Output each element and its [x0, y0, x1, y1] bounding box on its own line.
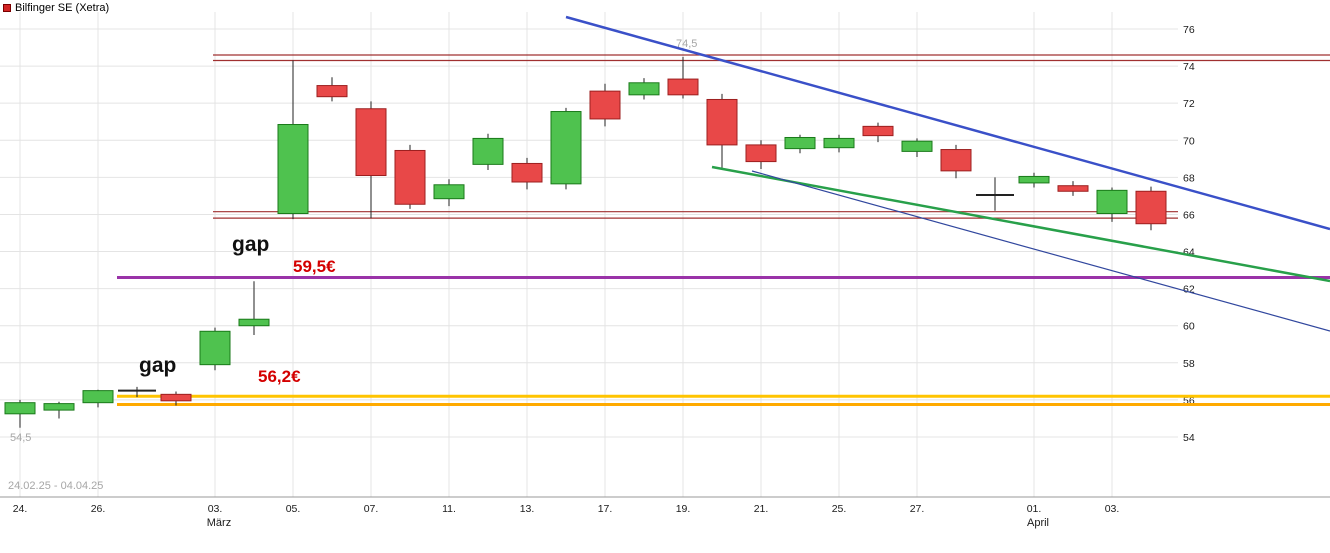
chart-title: Bilfinger SE (Xetra) — [15, 2, 110, 14]
downtrend-line-blue — [565, 15, 1330, 231]
x-axis-label: 19. — [676, 503, 691, 515]
date-range-label: 24.02.25 - 04.04.25 — [8, 480, 104, 492]
candle-17.03. — [589, 90, 621, 120]
annotation-gap-label-2: gap — [232, 233, 269, 256]
x-axis-label: 24. — [13, 503, 28, 515]
candle-21.03. — [745, 144, 777, 163]
x-axis-label: 27. — [910, 503, 925, 515]
y-axis-label: 66 — [1183, 209, 1195, 221]
y-axis-label: 56 — [1183, 395, 1195, 407]
y-axis-label: 62 — [1183, 284, 1195, 296]
x-axis-label: 13. — [520, 503, 535, 515]
y-axis-label: 74 — [1183, 61, 1195, 73]
annotation-gap-label-1: gap — [139, 354, 176, 377]
candle-28.02. — [160, 393, 192, 402]
annotation-gap-price-59-5: 59,5€ — [293, 257, 336, 276]
month-label: April — [1027, 517, 1049, 529]
x-axis-label: 03. — [1105, 503, 1120, 515]
downtrend-line-thin — [751, 170, 1330, 332]
x-axis-label: 01. — [1027, 503, 1042, 515]
y-axis-label: 68 — [1183, 172, 1195, 184]
annotation-high-label-74-5: 74,5 — [676, 38, 697, 50]
downtrend-line-green — [711, 165, 1330, 283]
candle-10.03. — [394, 149, 426, 205]
y-axis-label: 70 — [1183, 135, 1195, 147]
x-axis-label: 17. — [598, 503, 613, 515]
chart-legend: Bilfinger SE (Xetra) — [3, 2, 109, 14]
candle-01.04. — [1018, 175, 1050, 184]
series-marker-icon — [3, 4, 11, 12]
candle-13.03. — [511, 162, 543, 183]
candle-26.02. — [82, 390, 114, 404]
candle-24.03. — [784, 136, 816, 150]
x-axis-label: 05. — [286, 503, 301, 515]
y-axis-label: 58 — [1183, 358, 1195, 370]
annotation-gap-price-56-2: 56,2€ — [258, 367, 301, 386]
candle-03.04. — [1096, 189, 1128, 215]
candle-02.04. — [1057, 185, 1089, 192]
candle-27.03. — [901, 140, 933, 152]
candle-07.03. — [355, 108, 387, 177]
y-axis-label: 60 — [1183, 321, 1195, 333]
y-axis-label: 76 — [1183, 24, 1195, 36]
candle-04.04. — [1135, 190, 1167, 225]
annotation-low-label-54-5: 54,5 — [10, 432, 31, 444]
y-axis-label: 64 — [1183, 247, 1195, 259]
candle-14.03. — [550, 111, 582, 185]
candle-28.03. — [940, 149, 972, 172]
x-axis-label: 21. — [754, 503, 769, 515]
y-axis-label: 54 — [1183, 432, 1195, 444]
candle-19.03. — [667, 78, 699, 96]
candle-06.03. — [316, 85, 348, 98]
candle-11.03. — [433, 184, 465, 200]
candle-18.03. — [628, 82, 660, 96]
x-axis-label: 07. — [364, 503, 379, 515]
candle-05.03. — [277, 124, 309, 215]
candle-04.03. — [238, 318, 270, 327]
y-axis-label: 72 — [1183, 98, 1195, 110]
x-axis-label: 11. — [442, 503, 456, 515]
x-axis-label: 26. — [91, 503, 106, 515]
candle-12.03. — [472, 137, 504, 165]
x-axis-label: 03. — [208, 503, 223, 515]
candle-24.02. — [4, 402, 36, 415]
candle-20.03. — [706, 98, 738, 146]
candle-26.03. — [862, 125, 894, 137]
candle-25.02. — [43, 403, 75, 411]
candle-03.03. — [199, 330, 231, 366]
candle-25.03. — [823, 137, 855, 149]
x-axis-label: 25. — [832, 503, 847, 515]
month-label: März — [207, 517, 231, 529]
